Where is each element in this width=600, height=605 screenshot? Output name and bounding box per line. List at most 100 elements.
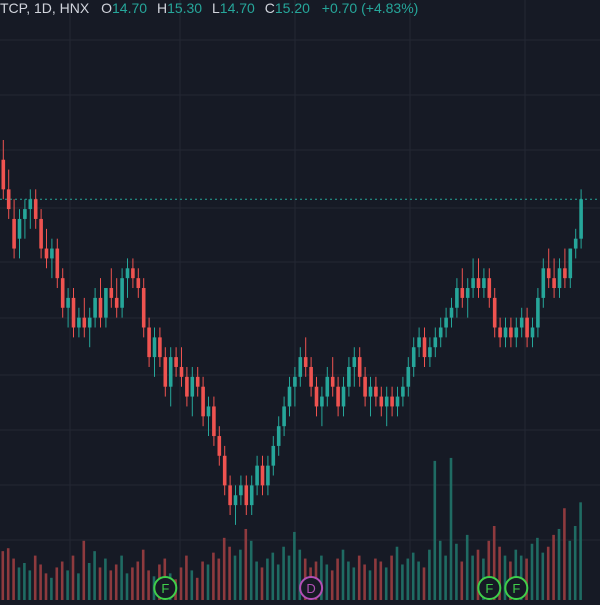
volume-bar — [44, 573, 48, 600]
volume-bar — [114, 564, 118, 600]
candle-body — [141, 288, 146, 328]
candle-body — [525, 317, 529, 338]
volume-bar — [374, 558, 377, 600]
volume-bar — [66, 570, 69, 600]
candle-body — [536, 297, 540, 328]
candle-body — [314, 386, 319, 407]
volume-bar — [201, 561, 204, 600]
volume-bar — [417, 561, 420, 600]
candle-body — [530, 327, 535, 338]
candle-body — [482, 278, 486, 289]
candle-body — [465, 288, 470, 298]
candle-body — [401, 386, 405, 397]
volume-bar — [471, 555, 474, 600]
candle-body — [195, 376, 200, 387]
candle-body — [201, 386, 205, 417]
open-label: O — [101, 0, 112, 16]
candle-body — [330, 376, 335, 387]
volume-bar — [411, 552, 415, 600]
volume-bar — [455, 543, 458, 600]
candle-body — [271, 445, 276, 466]
volume-bar — [93, 551, 96, 600]
candle-body — [573, 238, 578, 249]
candle-body — [185, 376, 189, 397]
volume-bar — [573, 526, 577, 600]
dividend-marker-circle — [299, 576, 324, 600]
candle-body — [444, 317, 448, 328]
candle-body — [1, 159, 6, 190]
volume-bar — [33, 555, 37, 600]
candle-body — [233, 495, 238, 506]
candle-body — [298, 357, 303, 377]
volume-bar — [50, 577, 53, 600]
volume-bar — [368, 570, 372, 600]
volume-bar — [487, 540, 491, 600]
candle-body — [552, 278, 556, 289]
volume-bar — [131, 567, 134, 600]
volume-bar — [438, 540, 442, 600]
candle-body — [406, 366, 411, 387]
candle-body — [519, 317, 524, 328]
volume-bar — [190, 570, 194, 600]
candle-body — [222, 455, 227, 486]
candle-body — [417, 337, 421, 348]
earnings-marker-circle — [477, 576, 502, 600]
volume-bar — [503, 555, 507, 600]
low-label: L — [212, 0, 220, 16]
candle-body — [109, 288, 114, 298]
candle-body — [579, 199, 583, 239]
volume-bar — [465, 534, 469, 600]
volume-bar — [433, 460, 437, 600]
volume-bar — [6, 548, 10, 600]
candle-body — [379, 396, 384, 407]
candle-body — [120, 278, 124, 308]
candle-body — [438, 327, 443, 338]
candle-body — [82, 317, 87, 328]
volume-bar — [77, 573, 80, 600]
candle-body — [384, 396, 389, 407]
volume-bar — [87, 563, 91, 600]
volume-bar — [55, 567, 59, 600]
volume-bar — [552, 534, 555, 600]
candle-body — [212, 406, 216, 437]
volume-bar — [357, 555, 361, 600]
volume-bar — [71, 555, 75, 600]
candle-body — [341, 386, 346, 407]
candle-body — [503, 327, 508, 338]
candle-body — [17, 218, 22, 239]
candle-body — [390, 396, 394, 407]
volume-bar — [541, 552, 545, 600]
volume-bar — [228, 546, 231, 600]
candle-body — [276, 426, 281, 446]
volume-bar — [406, 558, 410, 600]
volume-bar — [336, 558, 339, 600]
candle-body — [266, 465, 270, 486]
volume-bar — [120, 555, 123, 600]
candle-body — [395, 396, 400, 407]
volume-bar — [244, 528, 248, 600]
volume-bar — [282, 546, 285, 600]
volume-bar — [298, 549, 302, 600]
candle-body — [557, 268, 562, 289]
candle-body — [411, 347, 416, 367]
candle-body — [98, 297, 103, 318]
candle-body — [309, 366, 313, 387]
volume-bar — [276, 564, 280, 600]
candle-body — [546, 268, 551, 279]
volume-bar — [271, 552, 275, 600]
volume-bar — [476, 549, 480, 600]
volume-bar — [428, 549, 431, 600]
candle-body — [428, 347, 432, 358]
candle-body — [217, 436, 222, 456]
volume-bar — [563, 508, 566, 600]
candle-body — [23, 209, 27, 219]
candle-body — [158, 337, 162, 358]
candle-body — [131, 268, 135, 279]
volume-bar — [557, 528, 561, 600]
candle-body — [487, 278, 492, 298]
volume-bar — [352, 567, 356, 600]
volume-bar — [23, 563, 26, 600]
candle-body — [228, 485, 232, 506]
